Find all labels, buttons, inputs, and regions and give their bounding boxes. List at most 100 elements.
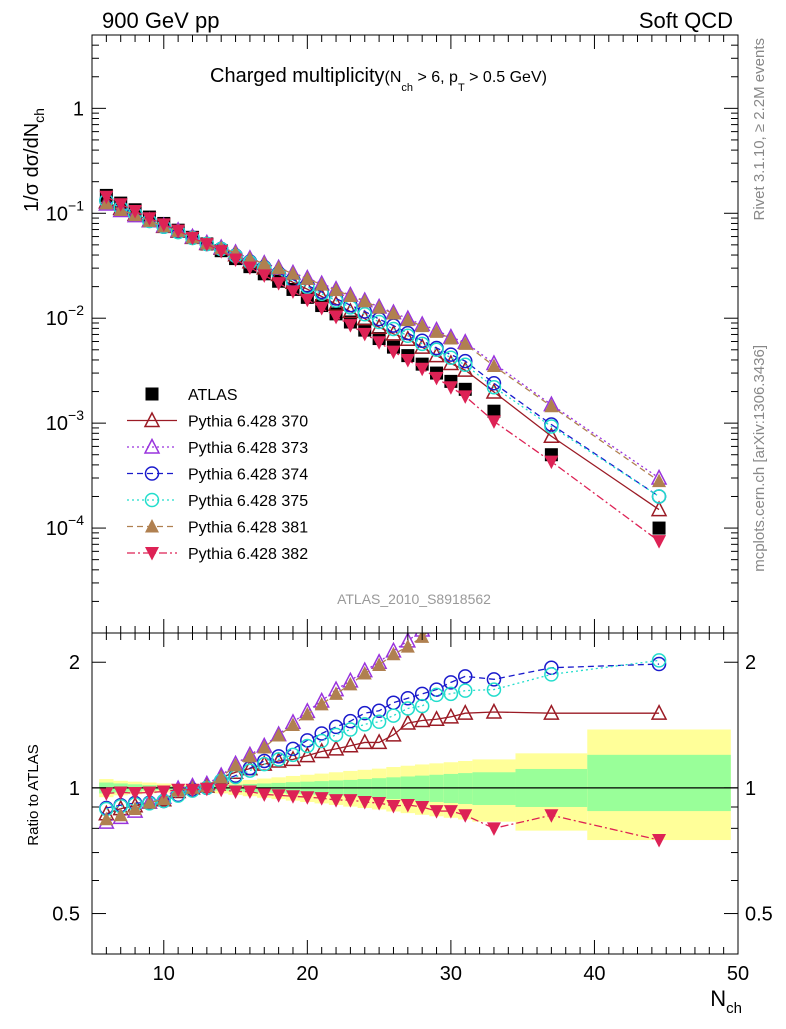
ratio-point-p381 [329,686,344,700]
main-point-p382 [386,345,401,360]
main-line-p382 [106,196,660,542]
ratio-point-p382 [400,798,415,813]
x-tick-label: 30 [440,963,462,985]
ratio-point-p375 [357,717,373,732]
ratio-point-p370 [457,704,474,720]
legend-marker-p375 [144,492,160,508]
main-y-tick-base: 10 [46,203,68,225]
main-point-p382 [156,218,171,232]
main-y-tick-label: 1 [73,98,84,120]
ratio-point-p375 [343,722,358,737]
main-point-p382 [400,353,415,368]
main-point-p382 [652,535,667,549]
main-point-p382 [128,205,143,219]
ratio-line-p382 [106,788,660,841]
ratio-point-p373 [544,581,558,595]
main-y-tick-base: 1 [73,98,84,120]
main-point-p375 [486,379,502,395]
legend-label: Pythia 6.428 375 [188,493,308,510]
main-point-p381 [429,324,444,338]
ratio-point-p381 [228,757,243,772]
main-point-p381 [343,288,358,302]
plot-title-cond-sub2: T [458,82,465,94]
main-point-p370 [370,318,388,334]
legend-item-p370: Pythia 6.428 370 [127,411,308,431]
ratio-point-p382 [257,788,272,802]
main-point-p381 [652,473,667,488]
legend-marker-p373 [143,437,161,454]
ratio-band-inner [472,772,516,805]
main-point-p381 [314,277,329,291]
ratio-point-p374 [400,690,416,706]
main-point-p370 [650,500,668,517]
legend-label: Pythia 6.428 381 [188,520,308,537]
ratio-point-p382 [415,800,430,815]
main-point-p381 [242,251,257,265]
ratio-point-p382 [343,794,358,808]
ratio-point-p382 [652,834,667,848]
analysis-label: ATLAS_2010_S8918562 [337,591,491,607]
main-point-p382 [171,224,186,239]
ratio-point-p370 [356,733,373,750]
ratio-panel: 0.5 0.5 1 1 2 2 10 20 30 40 50 Ratio to ATLAS Nch [25,581,773,1017]
main-point-p381 [329,282,344,297]
ratio-point-p381 [113,807,128,822]
main-line-p374 [106,199,660,498]
legend-marker-p374 [144,466,160,481]
ratio-band-inner [587,754,731,812]
main-x-ticks [105,35,739,633]
main-point-p381 [257,256,272,270]
main-point-p370 [485,382,503,399]
main-point-p382 [257,269,272,283]
main-point-p382 [271,277,286,291]
plot-title-cond-close: > 0.5 GeV) [465,69,547,86]
main-series-p381 [99,195,667,488]
ratio-point-p374 [371,703,387,719]
main-point-p370 [356,309,373,326]
ratio-point-p370 [327,739,345,756]
main-y-tick-label: 10−1 [46,197,84,225]
ratio-point-p370 [313,742,330,759]
ratio-point-p381 [386,646,401,661]
main-point-p381 [443,331,458,345]
ratio-frame [91,632,739,955]
ratio-point-p382 [199,782,214,797]
ratio-point-p381 [652,581,666,595]
ratio-point-p382 [386,799,401,814]
ratio-point-p375 [285,747,301,763]
ratio-point-p375 [328,727,344,743]
legend: ATLAS Pythia 6.428 370 Pythia 6.428 373 Pyt… [127,387,308,563]
main-y-tick-label: 10−4 [46,512,84,540]
main-point-p375 [357,307,373,322]
ratio-point-p370 [543,704,560,720]
ratio-point-p370 [413,711,431,728]
main-point-p381 [386,305,401,320]
ratio-point-p382 [285,790,300,804]
main-point-p375 [400,328,416,344]
ratio-y-tick-label: 0.5 [52,904,80,926]
legend-marker-p382 [145,547,159,561]
x-label-sub: ch [726,1000,742,1017]
ratio-point-p382 [242,785,257,800]
main-point-p382 [329,310,344,325]
ratio-point-p374 [429,682,444,697]
ratio-point-p382 [314,792,329,806]
main-point-p381 [415,318,430,333]
ratio-point-p381 [128,801,143,816]
main-y-tick-label: 10−3 [46,407,84,435]
ratio-series-p374 [99,656,667,816]
ratio-point-p382 [329,794,344,808]
main-point-p375 [371,314,387,330]
ratio-line-p374 [106,663,660,809]
ratio-point-p375 [314,733,329,749]
ratio-point-p382 [214,783,229,798]
ratio-point-p382 [271,789,286,803]
ratio-point-p382 [486,822,501,836]
main-point-p382 [429,371,444,386]
main-point-p382 [544,455,559,470]
main-point-p382 [415,362,430,377]
ratio-point-p382 [171,783,186,798]
ratio-point-p375 [386,708,401,723]
ratio-point-p375 [414,698,430,714]
x-tick-label: 50 [727,963,749,985]
